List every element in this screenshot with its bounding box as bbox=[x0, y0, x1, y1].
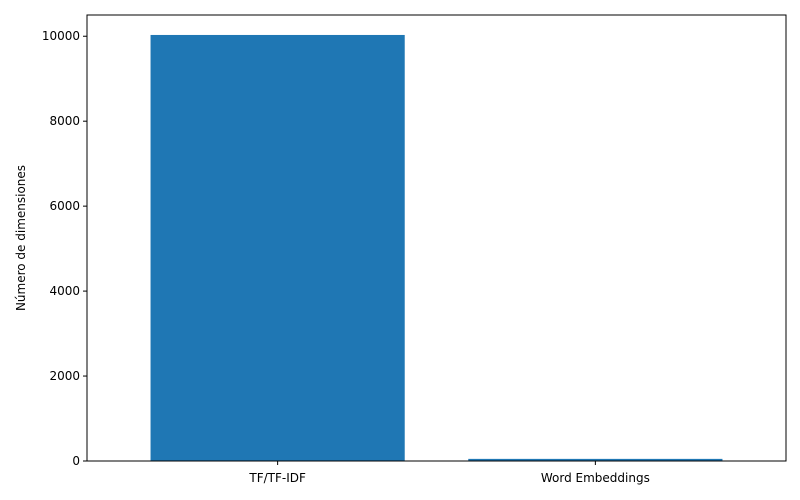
y-tick-label: 8000 bbox=[49, 114, 80, 128]
y-tick-label: 4000 bbox=[49, 284, 80, 298]
y-tick-label: 6000 bbox=[49, 199, 80, 213]
x-axis: TF/TF-IDF Word Embeddings bbox=[248, 461, 650, 485]
plot-frame bbox=[86, 14, 787, 462]
bar-1 bbox=[468, 458, 723, 461]
y-axis: 0 2000 4000 6000 8000 10000 bbox=[42, 29, 87, 468]
bar-0 bbox=[150, 34, 405, 462]
x-tick-label: Word Embeddings bbox=[541, 471, 650, 485]
y-axis-label: Número de dimensiones bbox=[14, 165, 28, 311]
y-tick-label: 0 bbox=[72, 454, 80, 468]
x-tick-label: TF/TF-IDF bbox=[248, 471, 306, 485]
bars-group bbox=[150, 34, 723, 462]
y-tick-label: 2000 bbox=[49, 369, 80, 383]
y-tick-label: 10000 bbox=[42, 29, 80, 43]
